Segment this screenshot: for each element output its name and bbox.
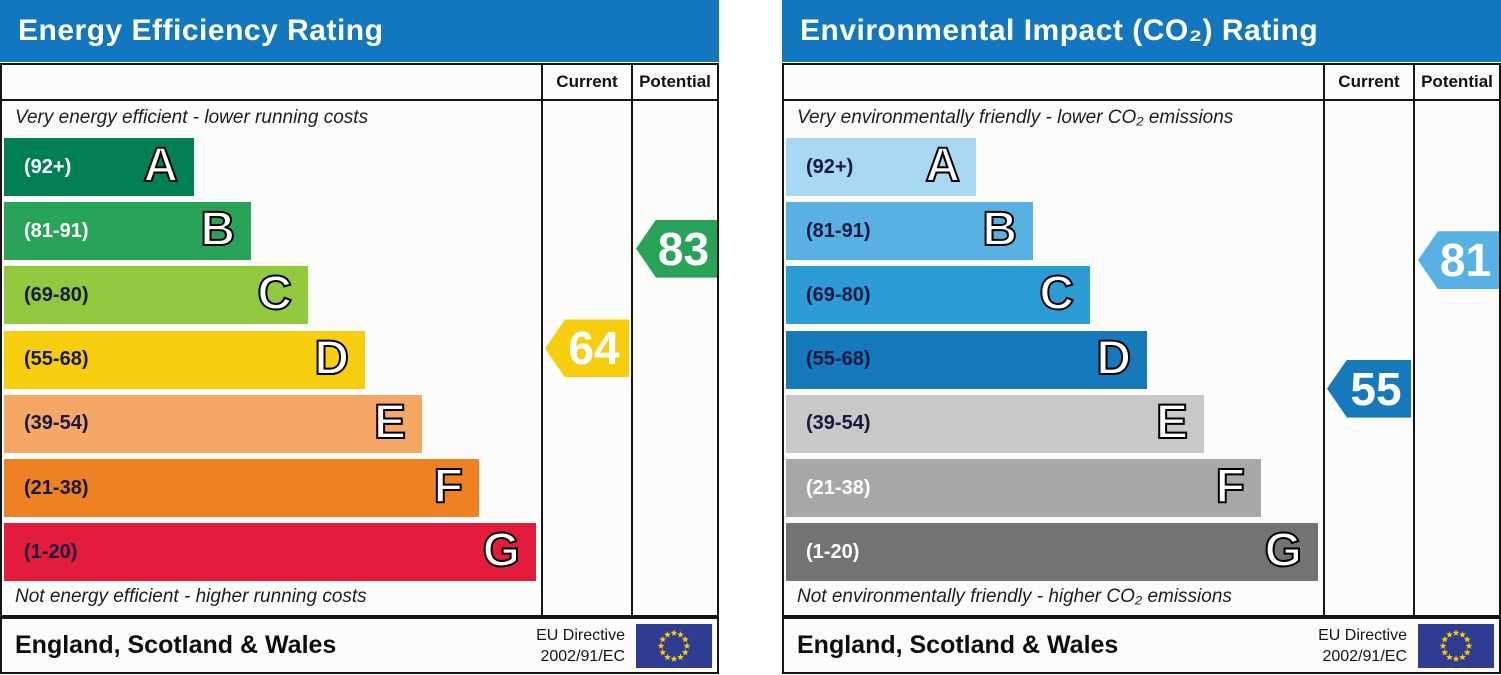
current-rating-value: 55 (1350, 362, 1402, 415)
band-letter: F (1215, 459, 1246, 514)
region-label: England, Scotland & Wales (15, 631, 337, 659)
band-letter: E (1155, 395, 1189, 450)
current-column-divider (541, 65, 543, 615)
eu-flag-icon (636, 624, 712, 668)
potential-rating-value: 81 (1439, 234, 1492, 287)
bottom-note: Not environmentally friendly - higher CO… (797, 586, 1232, 607)
band-range-label: (81-91) (806, 219, 871, 242)
rating-band-f: (21-38) F (786, 459, 1261, 517)
rating-table: Current Potential Very energy efficient … (0, 63, 719, 617)
band-letter: G (482, 523, 521, 578)
band-range-label: (92+) (24, 155, 72, 178)
rating-band-c: (69-80) C (786, 266, 1090, 325)
energy-efficiency-rating-chart: Energy Efficiency Rating Current Potenti… (0, 0, 719, 675)
header-row-divider (2, 99, 717, 101)
rating-band-a: (92+) A (786, 138, 976, 196)
band-range-label: (69-80) (24, 283, 89, 306)
band-letter: C (256, 266, 293, 321)
rating-bands: (92+) A (81-91) B (69-80) C (55-68) D (39-54) E (2… (2, 65, 717, 615)
chart-footer: England, Scotland & Wales EU Directive 2… (0, 617, 719, 674)
rating-band-f: (21-38) F (4, 459, 479, 517)
band-letter: B (199, 202, 236, 257)
band-letter: A (142, 138, 179, 193)
rating-band-a: (92+) A (4, 138, 194, 196)
band-letter: C (1038, 266, 1075, 321)
chart-title: Environmental Impact (CO₂) Rating (800, 14, 1319, 47)
eu-directive-label: EU Directive 2002/91/EC (1318, 626, 1407, 665)
current-column-header: Current (556, 72, 618, 91)
eu-directive-label: EU Directive 2002/91/EC (536, 626, 625, 665)
band-letter: G (1264, 523, 1303, 578)
band-letter: A (924, 138, 961, 193)
potential-rating-arrow: 83 (636, 219, 717, 278)
potential-column-header: Potential (1421, 72, 1493, 91)
potential-rating-arrow: 81 (1418, 231, 1499, 290)
chart-title: Energy Efficiency Rating (18, 14, 384, 47)
chart-footer: England, Scotland & Wales EU Directive 2… (782, 617, 1501, 674)
bottom-note: Not energy efficient - higher running co… (15, 586, 367, 607)
chart-title-bar: Energy Efficiency Rating (0, 0, 719, 62)
rating-bands: (92+) A (81-91) B (69-80) C (55-68) D (39-54) E (2… (784, 65, 1499, 615)
rating-band-d: (55-68) D (786, 330, 1147, 389)
rating-band-d: (55-68) D (4, 330, 365, 389)
band-range-label: (69-80) (806, 283, 871, 306)
potential-rating-value: 83 (657, 222, 710, 275)
current-column-divider (1323, 65, 1325, 615)
band-letter: D (313, 331, 350, 386)
band-range-label: (92+) (806, 155, 854, 178)
rating-band-g: (1-20) G (4, 523, 536, 582)
potential-column-header: Potential (639, 72, 711, 91)
rating-band-b: (81-91) B (4, 202, 251, 261)
band-range-label: (81-91) (24, 219, 89, 242)
current-rating-arrow: 55 (1327, 359, 1411, 418)
band-range-label: (39-54) (806, 412, 871, 435)
band-range-label: (1-20) (806, 540, 860, 563)
top-note: Very environmentally friendly - lower CO… (797, 107, 1234, 128)
top-note: Very energy efficient - lower running co… (15, 107, 369, 128)
band-letter: F (433, 459, 464, 514)
band-range-label: (55-68) (24, 348, 89, 371)
potential-column-divider (1413, 65, 1415, 615)
current-column-header: Current (1338, 72, 1400, 91)
band-range-label: (55-68) (806, 348, 871, 371)
rating-band-g: (1-20) G (786, 523, 1318, 582)
band-range-label: (1-20) (24, 540, 78, 563)
potential-column-divider (631, 65, 633, 615)
header-row-divider (784, 99, 1499, 101)
environmental-impact-rating-chart: Environmental Impact (CO₂) Rating Curren… (782, 0, 1501, 675)
band-range-label: (21-38) (806, 476, 871, 499)
band-letter: E (373, 395, 407, 450)
rating-table: Current Potential Very environmentally f… (782, 63, 1501, 617)
band-range-label: (21-38) (24, 476, 89, 499)
chart-title-bar: Environmental Impact (CO₂) Rating (782, 0, 1501, 62)
current-rating-value: 64 (568, 322, 620, 375)
current-rating-arrow: 64 (545, 319, 629, 378)
eu-flag-icon (1418, 624, 1494, 668)
band-range-label: (39-54) (24, 412, 89, 435)
band-letter: D (1095, 331, 1132, 386)
rating-band-b: (81-91) B (786, 202, 1033, 261)
rating-band-c: (69-80) C (4, 266, 308, 325)
band-letter: B (981, 202, 1018, 257)
region-label: England, Scotland & Wales (797, 631, 1119, 659)
rating-band-e: (39-54) E (4, 394, 422, 453)
rating-band-e: (39-54) E (786, 394, 1204, 453)
